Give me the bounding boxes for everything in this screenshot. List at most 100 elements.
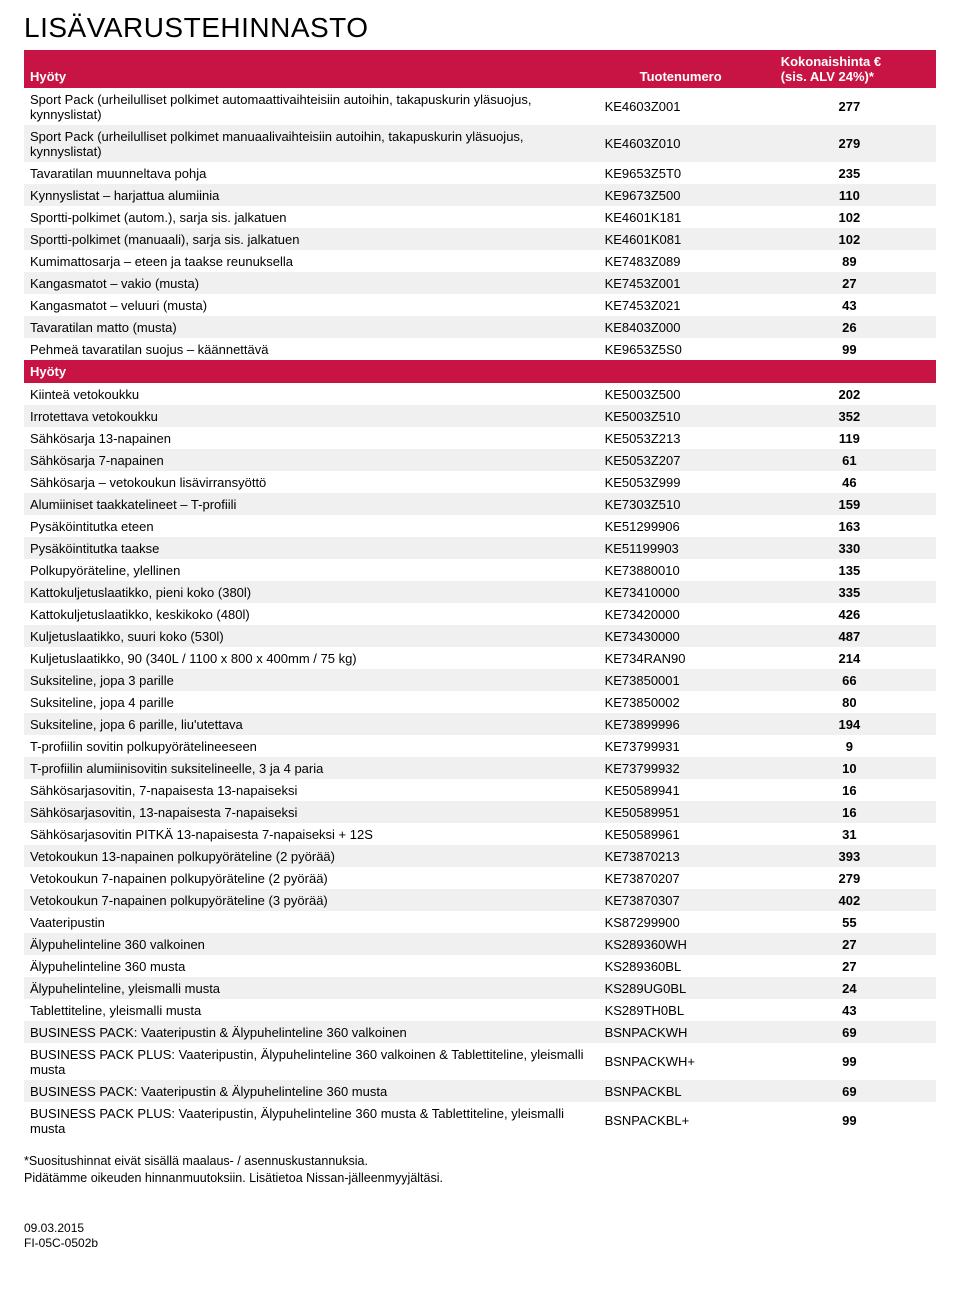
table-row: Tavaratilan matto (musta)KE8403Z00026	[24, 316, 936, 338]
cell-code: KE7453Z001	[599, 272, 763, 294]
cell-desc: BUSINESS PACK: Vaateripustin & Älypuheli…	[24, 1080, 599, 1102]
cell-code: KE5003Z500	[599, 383, 763, 405]
cell-price: 89	[763, 250, 936, 272]
table-row: Sportti-polkimet (autom.), sarja sis. ja…	[24, 206, 936, 228]
table-row: Pysäköintitutka eteenKE51299906163	[24, 515, 936, 537]
cell-code: KE73430000	[599, 625, 763, 647]
cell-code: BSNPACKBL	[599, 1080, 763, 1102]
header-col-price: Kokonaishinta €(sis. ALV 24%)*	[763, 50, 936, 88]
table-row: Polkupyöräteline, ylellinenKE73880010135	[24, 559, 936, 581]
cell-price: 426	[763, 603, 936, 625]
cell-price: 27	[763, 955, 936, 977]
cell-code: KE50589961	[599, 823, 763, 845]
cell-price: 24	[763, 977, 936, 999]
cell-price: 27	[763, 272, 936, 294]
cell-desc: BUSINESS PACK: Vaateripustin & Älypuheli…	[24, 1021, 599, 1043]
table-row: Älypuhelinteline 360 mustaKS289360BL27	[24, 955, 936, 977]
cell-price: 9	[763, 735, 936, 757]
cell-code: KE73850001	[599, 669, 763, 691]
footnote-line-2: Pidätämme oikeuden hinnanmuutoksiin. Lis…	[24, 1170, 936, 1187]
cell-price: 80	[763, 691, 936, 713]
cell-desc: Älypuhelinteline, yleismalli musta	[24, 977, 599, 999]
footnote-line-1: *Suositushinnat eivät sisällä maalaus- /…	[24, 1153, 936, 1170]
cell-price: 43	[763, 294, 936, 316]
table-row: Kynnyslistat – harjattua alumiiniaKE9673…	[24, 184, 936, 206]
cell-code: KE5003Z510	[599, 405, 763, 427]
cell-code: KE734RAN90	[599, 647, 763, 669]
cell-price: 102	[763, 206, 936, 228]
table-row: Alumiiniset taakkatelineet – T-profiiliK…	[24, 493, 936, 515]
cell-price: 202	[763, 383, 936, 405]
table-row: Sportti-polkimet (manuaali), sarja sis. …	[24, 228, 936, 250]
cell-code: BSNPACKBL+	[599, 1102, 763, 1139]
table-row: Vetokoukun 7-napainen polkupyöräteline (…	[24, 889, 936, 911]
cell-desc: T-profiilin alumiinisovitin suksitelinee…	[24, 757, 599, 779]
cell-code: KE5053Z207	[599, 449, 763, 471]
cell-desc: Suksiteline, jopa 4 parille	[24, 691, 599, 713]
table-row: BUSINESS PACK PLUS: Vaateripustin, Älypu…	[24, 1043, 936, 1080]
cell-code: KE73870213	[599, 845, 763, 867]
cell-desc: Kattokuljetuslaatikko, pieni koko (380l)	[24, 581, 599, 603]
table-row: Kattokuljetuslaatikko, pieni koko (380l)…	[24, 581, 936, 603]
cell-price: 16	[763, 779, 936, 801]
cell-price: 69	[763, 1080, 936, 1102]
cell-code: KE73899996	[599, 713, 763, 735]
cell-desc: Polkupyöräteline, ylellinen	[24, 559, 599, 581]
table-row: T-profiilin alumiinisovitin suksitelinee…	[24, 757, 936, 779]
table-row: Kiinteä vetokoukkuKE5003Z500202	[24, 383, 936, 405]
table-row: Sähkösarjasovitin, 7-napaisesta 13-napai…	[24, 779, 936, 801]
cell-code: KE73799931	[599, 735, 763, 757]
cell-code: KE4603Z010	[599, 125, 763, 162]
cell-code: KE4601K081	[599, 228, 763, 250]
cell-desc: Sähkösarjasovitin, 13-napaisesta 7-napai…	[24, 801, 599, 823]
cell-desc: Sähkösarjasovitin PITKÄ 13-napaisesta 7-…	[24, 823, 599, 845]
cell-code: KE7453Z021	[599, 294, 763, 316]
cell-code: KS289UG0BL	[599, 977, 763, 999]
cell-price: 16	[763, 801, 936, 823]
cell-price: 402	[763, 889, 936, 911]
cell-desc: Pysäköintitutka taakse	[24, 537, 599, 559]
cell-price: 99	[763, 1043, 936, 1080]
table-row: Tavaratilan muunneltava pohjaKE9653Z5T02…	[24, 162, 936, 184]
cell-desc: Tavaratilan matto (musta)	[24, 316, 599, 338]
table-row: Vetokoukun 7-napainen polkupyöräteline (…	[24, 867, 936, 889]
table-row: Sähkösarja – vetokoukun lisävirransyöttö…	[24, 471, 936, 493]
cell-price: 214	[763, 647, 936, 669]
cell-code: KS289360WH	[599, 933, 763, 955]
cell-code: KE51199903	[599, 537, 763, 559]
cell-desc: Kangasmatot – vakio (musta)	[24, 272, 599, 294]
cell-code: KE73850002	[599, 691, 763, 713]
cell-code: KE9673Z500	[599, 184, 763, 206]
cell-price: 335	[763, 581, 936, 603]
cell-code: KE73870307	[599, 889, 763, 911]
cell-price: 135	[763, 559, 936, 581]
cell-code: KS87299900	[599, 911, 763, 933]
cell-price: 99	[763, 1102, 936, 1139]
cell-code: KE50589951	[599, 801, 763, 823]
cell-code: KE8403Z000	[599, 316, 763, 338]
cell-code: KE73410000	[599, 581, 763, 603]
cell-code: KE73880010	[599, 559, 763, 581]
table-row: T-profiilin sovitin polkupyörätelineesee…	[24, 735, 936, 757]
cell-code: KE51299906	[599, 515, 763, 537]
cell-price: 61	[763, 449, 936, 471]
cell-code: BSNPACKWH	[599, 1021, 763, 1043]
cell-code: KE7303Z510	[599, 493, 763, 515]
cell-code: KE9653Z5T0	[599, 162, 763, 184]
cell-desc: BUSINESS PACK PLUS: Vaateripustin, Älypu…	[24, 1043, 599, 1080]
cell-price: 279	[763, 867, 936, 889]
section-title: Hyöty	[24, 360, 936, 383]
cell-price: 102	[763, 228, 936, 250]
cell-desc: Kumimattosarja – eteen ja taakse reunuks…	[24, 250, 599, 272]
cell-price: 393	[763, 845, 936, 867]
header-col-desc: Hyöty	[24, 50, 599, 88]
cell-code: KS289TH0BL	[599, 999, 763, 1021]
cell-code: KE73420000	[599, 603, 763, 625]
table-row: Kangasmatot – veluuri (musta)KE7453Z0214…	[24, 294, 936, 316]
cell-price: 163	[763, 515, 936, 537]
table-row: BUSINESS PACK: Vaateripustin & Älypuheli…	[24, 1021, 936, 1043]
cell-code: KE5053Z213	[599, 427, 763, 449]
cell-desc: BUSINESS PACK PLUS: Vaateripustin, Älypu…	[24, 1102, 599, 1139]
cell-desc: Vetokoukun 7-napainen polkupyöräteline (…	[24, 889, 599, 911]
footer: 09.03.2015 FI-05C-0502b	[24, 1221, 936, 1252]
